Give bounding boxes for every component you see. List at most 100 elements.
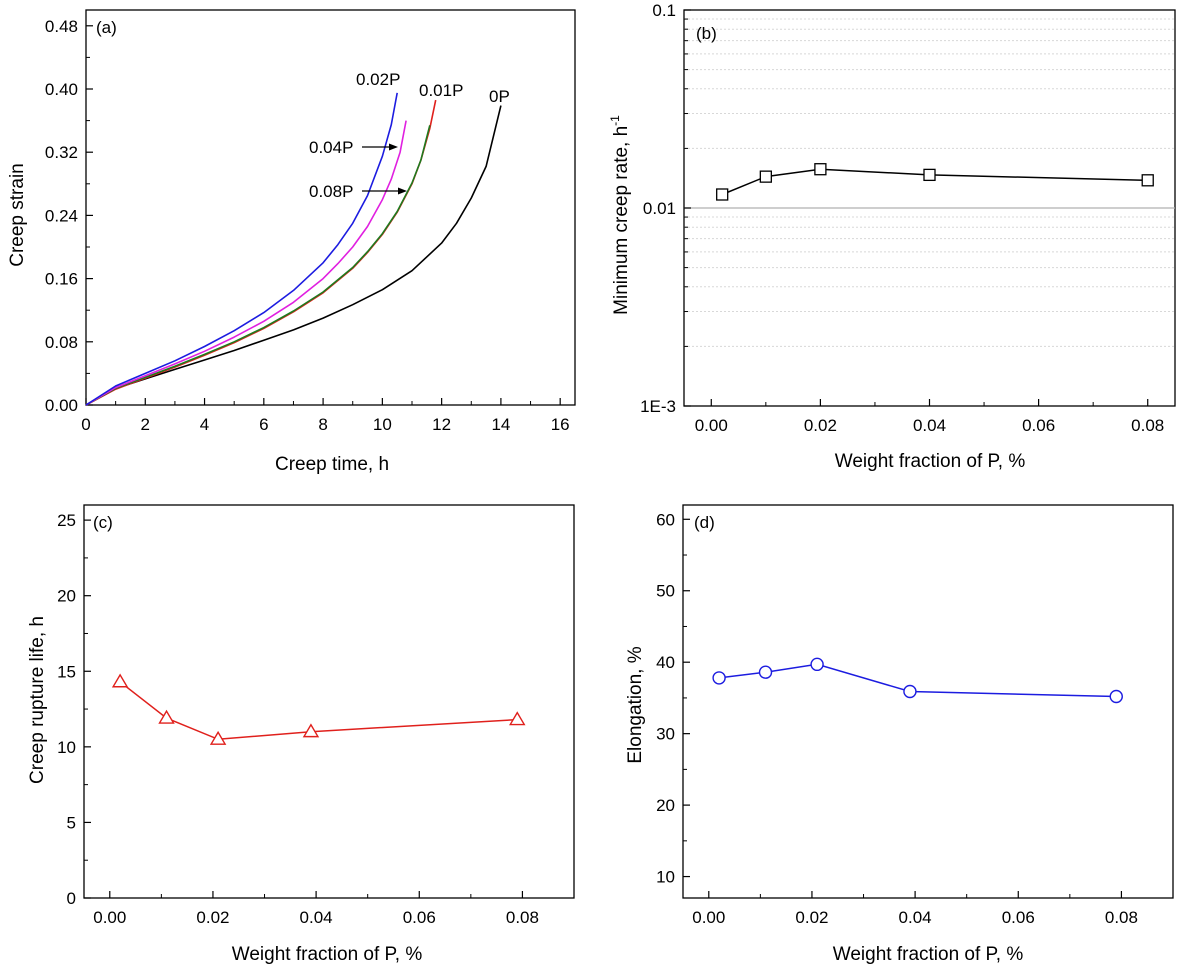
panel-c-x-tick-label: 0.02 (196, 908, 229, 927)
panel-b-data-point (814, 163, 827, 176)
panel-b-ticks: 0.00 0.02 0.04 0.06 0.08 1E-3 0.01 0.1 (640, 1, 1164, 435)
panel-a-creep-strain-chart: 0 2 4 6 8 10 12 14 16 0.00 0.08 0.16 0.24 0.32 0.40 0.4… (7, 9, 576, 475)
panel-c-rupture-life-chart: 0.00 0.02 0.04 0.06 0.08 0 5 10 15 20 25 (c) Weigh… (27, 504, 575, 965)
panel-c-data-point (302, 723, 320, 738)
panel-b-y-axis-label-main: Minimum creep rate, h (611, 126, 632, 315)
panel-a-x-tick-label: 2 (141, 415, 150, 434)
panel-a-y-axis-label: Creep strain (7, 163, 28, 267)
panel-a-x-tick-label: 4 (200, 415, 209, 434)
panel-a-y-tick-label: 0.24 (45, 206, 78, 225)
series-label-0.04P: 0.04P (309, 138, 353, 157)
panel-c-y-axis-label: Creep rupture life, h (27, 616, 48, 784)
series-line-0.02P (85, 92, 398, 406)
panel-c-x-tick-label: 0.06 (403, 908, 436, 927)
panel-c-plot-area (83, 504, 575, 899)
panel-d-y-axis-label: Elongation, % (625, 646, 646, 763)
panel-d-y-tick-label: 40 (656, 653, 675, 672)
series-line-0.01P (85, 99, 437, 406)
panel-d-y-tick-label: 20 (656, 796, 675, 815)
panel-c-y-tick-label: 5 (67, 813, 76, 832)
panel-a-y-tick-label: 0.08 (45, 333, 78, 352)
panel-b-x-tick-label: 0.06 (1022, 416, 1055, 435)
panel-d-x-tick-label: 0.06 (1002, 908, 1035, 927)
panel-c-x-tick-label: 0.04 (300, 908, 333, 927)
panel-d-frame (682, 504, 1174, 899)
panel-c-frame (83, 504, 575, 899)
panel-c-data-point (158, 709, 175, 724)
panel-c-data-point (209, 730, 227, 745)
panel-c-series (111, 673, 526, 745)
panel-d-letter: (d) (694, 513, 715, 532)
panel-c-letter: (c) (93, 513, 113, 532)
panel-b-series (716, 163, 1154, 201)
series-label-0.02P: 0.02P (356, 70, 400, 89)
label-arrows (362, 143, 407, 195)
panel-d-series (712, 657, 1123, 704)
panel-c-y-tick-label: 20 (57, 587, 76, 606)
panel-c-y-tick-label: 0 (67, 889, 76, 908)
panel-d-data-point (758, 665, 773, 679)
panel-b-x-axis-label: Weight fraction of P, % (835, 451, 1026, 472)
panel-d-y-tick-label: 60 (656, 510, 675, 529)
series-line-0P (85, 105, 502, 406)
panel-a-x-tick-label: 10 (373, 415, 392, 434)
panel-c-y-tick-label: 25 (57, 511, 76, 530)
panel-a-frame (85, 9, 576, 406)
panel-b-data-point (759, 170, 772, 183)
panel-d-data-point (712, 671, 726, 685)
panel-d-x-tick-label: 0.04 (899, 908, 932, 927)
panel-b-x-tick-label: 0.02 (804, 416, 837, 435)
panel-d-x-tick-label: 0.02 (795, 908, 828, 927)
series-label-0.01P: 0.01P (419, 81, 463, 100)
panel-a-y-tick-label: 0.48 (45, 17, 78, 36)
panel-b-y-tick-label: 1E-3 (640, 397, 676, 416)
panel-a-x-tick-label: 12 (432, 415, 451, 434)
panel-d-data-point (810, 657, 824, 672)
panel-b-x-tick-label: 0.04 (913, 416, 946, 435)
panel-a-ticks: 0 2 4 6 8 10 12 14 16 0.00 0.08 0.16 0.24 0.32 0.40 0.4… (45, 17, 570, 434)
panel-c-x-axis-label: Weight fraction of P, % (232, 944, 423, 965)
panel-a-y-tick-label: 0.32 (45, 143, 78, 162)
panel-c-series-line (119, 681, 518, 741)
panel-a-x-tick-label: 8 (318, 415, 327, 434)
panel-d-y-tick-label: 30 (656, 725, 675, 744)
panel-c-x-tick-label: 0.00 (93, 908, 126, 927)
panel-d-y-tick-label: 50 (656, 582, 675, 601)
panel-a-letter: (a) (96, 18, 117, 37)
panel-c-data-point (111, 673, 129, 688)
panel-d-y-tick-label: 10 (656, 868, 675, 887)
panel-b-grid (684, 18, 1175, 347)
series-label-0P: 0P (489, 87, 510, 106)
panel-d-series-line (719, 663, 1117, 698)
panel-c-ticks: 0.00 0.02 0.04 0.06 0.08 0 5 10 15 20 25 (57, 511, 539, 927)
panel-d-elongation-chart: 0.00 0.02 0.04 0.06 0.08 10 20 30 40 50 60 (d) Wei… (625, 504, 1174, 965)
panel-c-y-tick-label: 10 (57, 738, 76, 757)
panel-d-data-point (1109, 689, 1123, 704)
panel-b-y-tick-label: 0.01 (643, 199, 676, 218)
panel-b-letter: (b) (696, 24, 717, 43)
panel-b-y-axis-label-sup: -1 (608, 115, 622, 126)
panel-a-y-tick-label: 0.00 (45, 396, 78, 415)
panel-a-x-tick-label: 6 (259, 415, 268, 434)
panel-d-ticks: 0.00 0.02 0.04 0.06 0.08 10 20 30 40 50 60 (656, 510, 1138, 927)
panel-a-x-axis-label: Creep time, h (275, 454, 389, 475)
panel-d-x-axis-label: Weight fraction of P, % (833, 944, 1024, 965)
panel-c-y-tick-label: 15 (57, 662, 76, 681)
panel-b-y-axis-label-group: Minimum creep rate, h-1 (608, 115, 632, 315)
panel-d-x-tick-label: 0.00 (692, 908, 725, 927)
panel-b-data-point (716, 188, 729, 201)
panel-b-x-tick-label: 0.08 (1131, 416, 1164, 435)
panel-b-data-point (923, 168, 936, 182)
panel-b-y-tick-label: 0.1 (652, 1, 676, 20)
panel-a-x-tick-label: 16 (551, 415, 570, 434)
panel-b-data-point (1141, 174, 1154, 187)
panel-b-y-axis-label: Minimum creep rate, h-1 (608, 115, 632, 315)
panel-b-min-creep-rate-chart: 0.00 0.02 0.04 0.06 0.08 1E-3 0.01 0.1 (b) Weig… (608, 1, 1176, 472)
panel-a-y-tick-label: 0.16 (45, 270, 78, 289)
panel-a-x-tick-label: 14 (491, 415, 510, 434)
panel-a-plot-area (85, 9, 576, 406)
panel-c-x-tick-label: 0.08 (506, 908, 539, 927)
panel-a-series (85, 92, 502, 406)
panel-b-x-tick-label: 0.00 (695, 416, 728, 435)
